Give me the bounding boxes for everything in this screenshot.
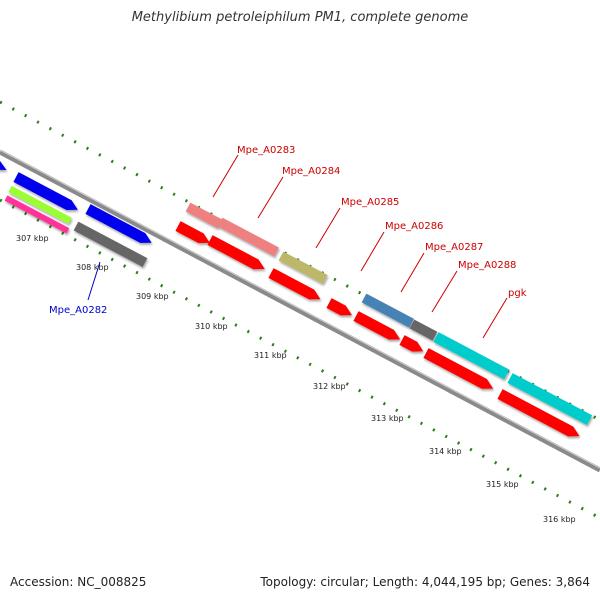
feature-track xyxy=(0,160,593,437)
feature-gray-2 xyxy=(409,319,438,341)
cds-mpe-a0288 xyxy=(399,335,424,352)
feature-olive xyxy=(278,251,328,284)
gene-label-mpe-a0286: Mpe_A0286 xyxy=(385,221,443,232)
feature-cyan-1 xyxy=(433,332,510,380)
gene-label-mpe-a0288: Mpe_A0288 xyxy=(458,260,516,271)
gene-label-mpe-a0282: Mpe_A0282 xyxy=(49,305,107,316)
scale-label-311: 311 kbp xyxy=(254,351,287,360)
gene-label-mpe-a0284: Mpe_A0284 xyxy=(282,166,340,177)
feature-blue-2 xyxy=(13,172,78,210)
feature-lime xyxy=(8,185,72,224)
feature-steelblue xyxy=(361,293,415,328)
genome-summary-text: Topology: circular; Length: 4,044,195 bp… xyxy=(260,575,590,589)
accession-text: Accession: NC_008825 xyxy=(10,575,147,589)
cds-mpe-a0283 xyxy=(175,221,210,244)
feature-blue-1 xyxy=(0,160,7,171)
scale-ticks xyxy=(0,198,600,520)
scale-label-309: 309 kbp xyxy=(136,292,169,301)
gene-label-mpe-a0283: Mpe_A0283 xyxy=(237,145,295,156)
scale-label-310: 310 kbp xyxy=(195,322,228,331)
cds-mpe-a0287 xyxy=(353,311,401,340)
scale-label-314: 314 kbp xyxy=(429,447,462,456)
label-leaders xyxy=(212,154,508,339)
map-title: Methylibium petroleiphilum PM1, complete… xyxy=(131,10,469,25)
gene-label-pgk: pgk xyxy=(508,288,527,299)
gene-label-mpe-a0285: Mpe_A0285 xyxy=(341,197,399,208)
genome-backbone xyxy=(0,149,600,473)
scale-label-315: 315 kbp xyxy=(486,480,519,489)
cds-pgk xyxy=(423,348,494,389)
feature-pink-1 xyxy=(185,202,223,229)
scale-label-308: 308 kbp xyxy=(76,263,109,272)
feature-magenta xyxy=(4,195,70,234)
cds-mpe-a0286 xyxy=(326,298,352,316)
feature-blue-3 xyxy=(85,204,152,243)
backbone-highlight xyxy=(0,149,600,469)
feature-pink-2 xyxy=(217,217,279,257)
gene-label-mpe-a0287: Mpe_A0287 xyxy=(425,242,483,253)
cds-mpe-a0285 xyxy=(268,268,321,300)
scale-label-313: 313 kbp xyxy=(371,414,404,423)
outer-scale-guide xyxy=(0,100,600,422)
feature-cyan-2 xyxy=(507,373,593,426)
scale-label-312: 312 kbp xyxy=(313,382,346,391)
cds-next xyxy=(497,389,580,437)
feature-gray-1 xyxy=(73,221,148,267)
scale-label-307: 307 kbp xyxy=(16,234,49,243)
label-leader-mpe-a0282 xyxy=(87,261,101,301)
cds-mpe-a0284 xyxy=(207,235,265,270)
scale-label-316: 316 kbp xyxy=(543,515,576,524)
